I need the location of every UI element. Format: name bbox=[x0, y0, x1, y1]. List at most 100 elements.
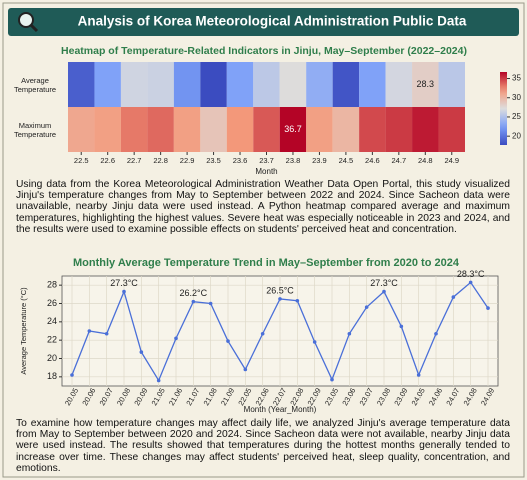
heat-cell bbox=[332, 62, 360, 107]
search-icon bbox=[18, 12, 34, 28]
heat-cell bbox=[68, 107, 95, 152]
cell-label: 28.3 bbox=[417, 79, 435, 89]
colorbar-tick-label: 35 bbox=[512, 74, 521, 83]
y-tick-label: 20 bbox=[47, 353, 57, 363]
point bbox=[312, 340, 317, 344]
heat-cell bbox=[147, 62, 174, 107]
colorbar bbox=[500, 72, 507, 145]
data-label: 26.5°C bbox=[266, 285, 294, 295]
x-tick-label: 22.07 bbox=[271, 386, 288, 407]
x-tick-label: 22.9 bbox=[180, 156, 195, 165]
x-tick-label: 20.08 bbox=[115, 386, 132, 407]
colorbar-tick-label: 30 bbox=[512, 93, 521, 102]
point bbox=[70, 373, 74, 377]
point bbox=[104, 331, 109, 336]
x-tick-label: 22.06 bbox=[254, 386, 271, 407]
x-tick-label: 24.9 bbox=[444, 156, 459, 165]
colorbar-tick-label: 25 bbox=[512, 112, 521, 121]
point bbox=[156, 378, 161, 383]
x-tick-label: 21.06 bbox=[167, 386, 184, 407]
x-tick-label: 22.08 bbox=[288, 386, 305, 407]
x-tick-label: 23.8 bbox=[286, 156, 301, 165]
heat-cell bbox=[385, 107, 413, 152]
x-tick-label: 23.07 bbox=[358, 386, 375, 407]
heat-cell bbox=[253, 107, 280, 152]
header-bar bbox=[8, 8, 519, 36]
x-tick-label: 21.09 bbox=[219, 386, 236, 407]
y-tick-label: 26 bbox=[47, 298, 57, 308]
paragraph: To examine how temperature changes may a… bbox=[16, 418, 510, 474]
y-tick-label: 22 bbox=[47, 335, 57, 345]
x-tick-label: 22.7 bbox=[127, 156, 142, 165]
line-title: Monthly Average Temperature Trend in May… bbox=[73, 257, 460, 269]
heat-cell bbox=[94, 107, 121, 152]
data-label: 26.2°C bbox=[180, 288, 208, 298]
point bbox=[434, 331, 438, 336]
point bbox=[416, 373, 421, 377]
data-label: 28.3°C bbox=[457, 269, 485, 279]
point bbox=[122, 289, 126, 294]
point bbox=[87, 329, 92, 333]
x-tick-label: 22.8 bbox=[153, 156, 168, 165]
y-tick-label: 18 bbox=[47, 371, 57, 381]
x-tick-label: 23.6 bbox=[233, 156, 248, 165]
data-label: 27.3°C bbox=[370, 278, 398, 288]
x-tick-label: 22.5 bbox=[74, 156, 89, 165]
x-tick-label: 21.08 bbox=[202, 386, 219, 407]
x-tick-label: 23.06 bbox=[340, 386, 357, 407]
cell-label: 36.7 bbox=[284, 124, 302, 134]
colorbar-tick-label: 20 bbox=[512, 131, 521, 140]
heat-cell bbox=[306, 62, 333, 107]
heat-cell bbox=[120, 107, 148, 152]
heat-cell bbox=[359, 107, 386, 152]
point bbox=[278, 297, 282, 301]
heat-cell bbox=[173, 107, 201, 152]
x-tick-label: 24.07 bbox=[444, 386, 461, 407]
point bbox=[226, 339, 230, 343]
row-label: Maximum Temperature bbox=[13, 120, 57, 139]
heat-cell bbox=[412, 62, 439, 107]
heat-cell bbox=[200, 107, 227, 152]
x-tick-label: 24.05 bbox=[410, 386, 427, 407]
x-tick-label: 22.05 bbox=[236, 386, 253, 407]
x-axis-label: Month (Year_Month) bbox=[244, 405, 317, 414]
x-tick-label: 20.09 bbox=[132, 386, 149, 407]
x-tick-label: 24.09 bbox=[479, 386, 496, 407]
point bbox=[399, 324, 404, 329]
point bbox=[468, 280, 473, 285]
x-axis-label: Month bbox=[255, 167, 277, 176]
x-tick-label: 20.05 bbox=[63, 386, 80, 407]
heat-cell bbox=[279, 107, 307, 152]
x-tick-label: 24.5 bbox=[339, 156, 354, 165]
x-tick-label: 22.6 bbox=[100, 156, 115, 165]
point bbox=[243, 367, 248, 372]
x-tick-label: 23.05 bbox=[323, 386, 340, 407]
y-axis-label: Average Temperature (°C) bbox=[19, 287, 28, 375]
x-tick-label: 23.09 bbox=[392, 386, 409, 407]
x-tick-label: 23.7 bbox=[259, 156, 274, 165]
x-tick-label: 20.06 bbox=[80, 386, 97, 407]
y-tick-label: 24 bbox=[47, 316, 57, 326]
x-tick-label: 21.05 bbox=[150, 386, 167, 407]
x-tick-label: 22.09 bbox=[306, 386, 323, 407]
heat-cell bbox=[385, 62, 413, 107]
x-tick-label: 23.9 bbox=[312, 156, 327, 165]
x-tick-label: 20.07 bbox=[98, 386, 115, 407]
heat-cell bbox=[412, 107, 439, 152]
heat-cell bbox=[332, 107, 360, 152]
point bbox=[260, 331, 265, 336]
point bbox=[191, 299, 196, 304]
heatmap-title: Heatmap of Temperature-Related Indicator… bbox=[61, 45, 467, 57]
row-label: Average Temperature bbox=[13, 75, 57, 94]
heat-cell bbox=[306, 107, 333, 152]
heat-cell bbox=[279, 62, 307, 107]
point bbox=[451, 295, 456, 299]
point bbox=[347, 331, 352, 336]
point bbox=[486, 306, 490, 310]
heat-cell bbox=[147, 107, 174, 152]
x-tick-label: 21.07 bbox=[184, 386, 201, 407]
y-tick-label: 28 bbox=[47, 280, 57, 290]
x-tick-label: 24.6 bbox=[365, 156, 380, 165]
heat-cell bbox=[438, 62, 465, 107]
